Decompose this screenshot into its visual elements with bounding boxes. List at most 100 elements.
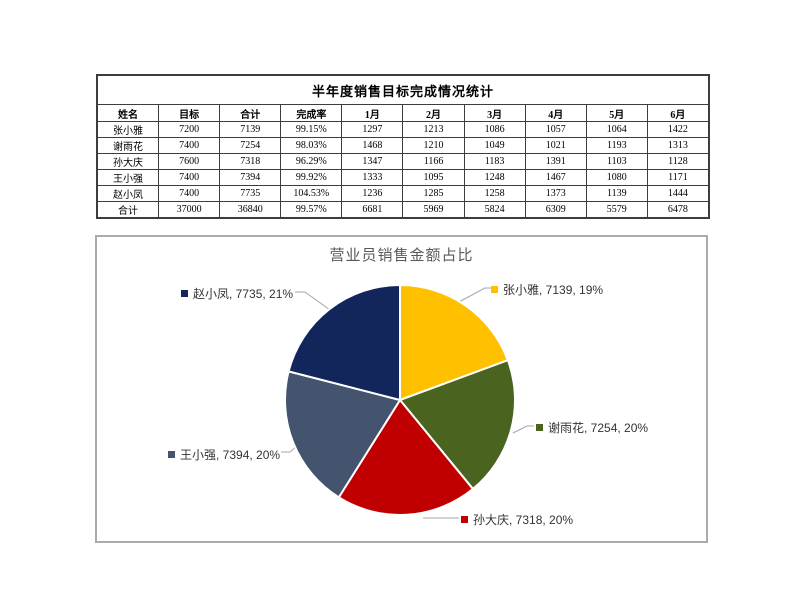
value-cell: 7200 [158, 121, 221, 138]
chart-title: 营业员销售金额占比 [329, 247, 474, 264]
value-cell: 1236 [341, 185, 404, 202]
column-header: 2月 [402, 104, 465, 122]
pie-callout-zhangxiaoya: 张小雅, 7139, 19% [491, 281, 603, 298]
column-header: 1月 [341, 104, 404, 122]
value-cell: 5579 [585, 201, 648, 218]
row-name-cell: 孙大庆 [96, 153, 160, 170]
row-name-cell: 张小雅 [96, 121, 160, 138]
table-row: 孙大庆 7600 7318 96.29% 1347 1166 1183 1391 1103 112… [96, 153, 710, 170]
value-cell: 7400 [158, 169, 221, 186]
legend-marker-wangxiaoqiang [168, 451, 175, 458]
row-name-cell: 合计 [96, 201, 160, 218]
pie [284, 284, 516, 516]
value-cell: 1095 [402, 169, 465, 186]
value-cell: 1171 [646, 169, 710, 186]
value-cell: 99.57% [280, 201, 343, 218]
value-cell: 5824 [463, 201, 526, 218]
column-header: 合计 [219, 104, 282, 122]
value-cell: 1049 [463, 137, 526, 154]
value-cell: 1183 [463, 153, 526, 170]
table-title: 半年度销售目标完成情况统计 [97, 75, 709, 105]
sales-table-body: 张小雅 7200 7139 99.15% 1297 1213 1086 1057 1064 142… [96, 121, 710, 218]
value-cell: 5969 [402, 201, 465, 218]
table-row: 谢雨花 7400 7254 98.03% 1468 1210 1049 1021 1193 131… [96, 137, 710, 154]
pie-callout-wangxiaoqiang: 王小强, 7394, 20% [168, 446, 280, 463]
table-row: 合计 37000 36840 99.57% 6681 5969 5824 6309 5579 64… [96, 201, 710, 218]
pie-slice-谢雨花 [399, 359, 516, 490]
value-cell: 1468 [341, 137, 404, 154]
legend-marker-zhaoxiaofeng [181, 290, 188, 297]
value-cell: 37000 [158, 201, 221, 218]
value-cell: 7139 [219, 121, 282, 138]
pie-callout-label: 赵小凤, 7735, 21% [193, 287, 294, 301]
legend-marker-xieyuhua [536, 424, 543, 431]
value-cell: 7254 [219, 137, 282, 154]
legend-marker-sundaqing [461, 516, 468, 523]
value-cell: 99.92% [280, 169, 343, 186]
value-cell: 1210 [402, 137, 465, 154]
pie-callout-xieyuhua: 谢雨花, 7254, 20% [536, 419, 648, 436]
sales-summary-table: 半年度销售目标完成情况统计 姓名 目标 合计 完成率 1月 2月 3月 4月 5月 6月 张小雅 7… [96, 74, 710, 219]
pie-callout-label: 谢雨花, 7254, 20% [548, 421, 649, 435]
value-cell: 6309 [524, 201, 587, 218]
column-header: 目标 [158, 104, 221, 122]
leader-line-xieyuhua [512, 425, 534, 434]
value-cell: 36840 [219, 201, 282, 218]
value-cell: 99.15% [280, 121, 343, 138]
value-cell: 1313 [646, 137, 710, 154]
pie-callout-label: 王小强, 7394, 20% [180, 448, 281, 462]
value-cell: 1373 [524, 185, 587, 202]
pie-callout-zhaoxiaofeng: 赵小凤, 7735, 21% [181, 285, 293, 302]
value-cell: 7735 [219, 185, 282, 202]
column-header: 4月 [524, 104, 587, 122]
value-cell: 98.03% [280, 137, 343, 154]
pie-slice-孙大庆 [337, 399, 474, 516]
column-header: 6月 [646, 104, 710, 122]
leader-line-zhaoxiaofeng [295, 291, 338, 316]
row-name-cell: 谢雨花 [96, 137, 160, 154]
value-cell: 1297 [341, 121, 404, 138]
table-row: 赵小凤 7400 7735 104.53% 1236 1285 1258 1373 1139 14… [96, 185, 710, 202]
value-cell: 1248 [463, 169, 526, 186]
value-cell: 1193 [585, 137, 648, 154]
sales-table-head: 半年度销售目标完成情况统计 姓名 目标 合计 完成率 1月 2月 3月 4月 5月 6月 [96, 75, 710, 122]
value-cell: 7400 [158, 185, 221, 202]
pie-slice-王小强 [284, 370, 401, 499]
column-header: 姓名 [96, 104, 160, 122]
value-cell: 1139 [585, 185, 648, 202]
value-cell: 7600 [158, 153, 221, 170]
row-name-cell: 赵小凤 [96, 185, 160, 202]
value-cell: 1347 [341, 153, 404, 170]
legend-marker-zhangxiaoya [491, 286, 498, 293]
value-cell: 1258 [463, 185, 526, 202]
pie-chart-svg [281, 284, 534, 519]
value-cell: 1467 [524, 169, 587, 186]
leader-line-zhangxiaoya [456, 287, 491, 304]
value-cell: 1057 [524, 121, 587, 138]
value-cell: 1166 [402, 153, 465, 170]
value-cell: 7394 [219, 169, 282, 186]
value-cell: 1064 [585, 121, 648, 138]
value-cell: 1086 [463, 121, 526, 138]
pie-callout-label: 孙大庆, 7318, 20% [473, 513, 574, 527]
value-cell: 7400 [158, 137, 221, 154]
pie-callout-sundaqing: 孙大庆, 7318, 20% [461, 511, 573, 528]
value-cell: 96.29% [280, 153, 343, 170]
pie-chart-panel: 营业员销售金额占比 张小雅, 7139, 19% 谢雨花, 7254, 20% [95, 235, 708, 543]
value-cell: 1128 [646, 153, 710, 170]
value-cell: 1333 [341, 169, 404, 186]
pie-slice-赵小凤 [287, 284, 401, 401]
value-cell: 1080 [585, 169, 648, 186]
table-row: 王小强 7400 7394 99.92% 1333 1095 1248 1467 1080 117… [96, 169, 710, 186]
value-cell: 6681 [341, 201, 404, 218]
value-cell: 1021 [524, 137, 587, 154]
table-header-row: 姓名 目标 合计 完成率 1月 2月 3月 4月 5月 6月 [96, 104, 710, 122]
column-header: 完成率 [280, 104, 343, 122]
value-cell: 1422 [646, 121, 710, 138]
column-header: 5月 [585, 104, 648, 122]
value-cell: 1213 [402, 121, 465, 138]
value-cell: 1103 [585, 153, 648, 170]
value-cell: 7318 [219, 153, 282, 170]
pie-callout-label: 张小雅, 7139, 19% [503, 283, 604, 297]
